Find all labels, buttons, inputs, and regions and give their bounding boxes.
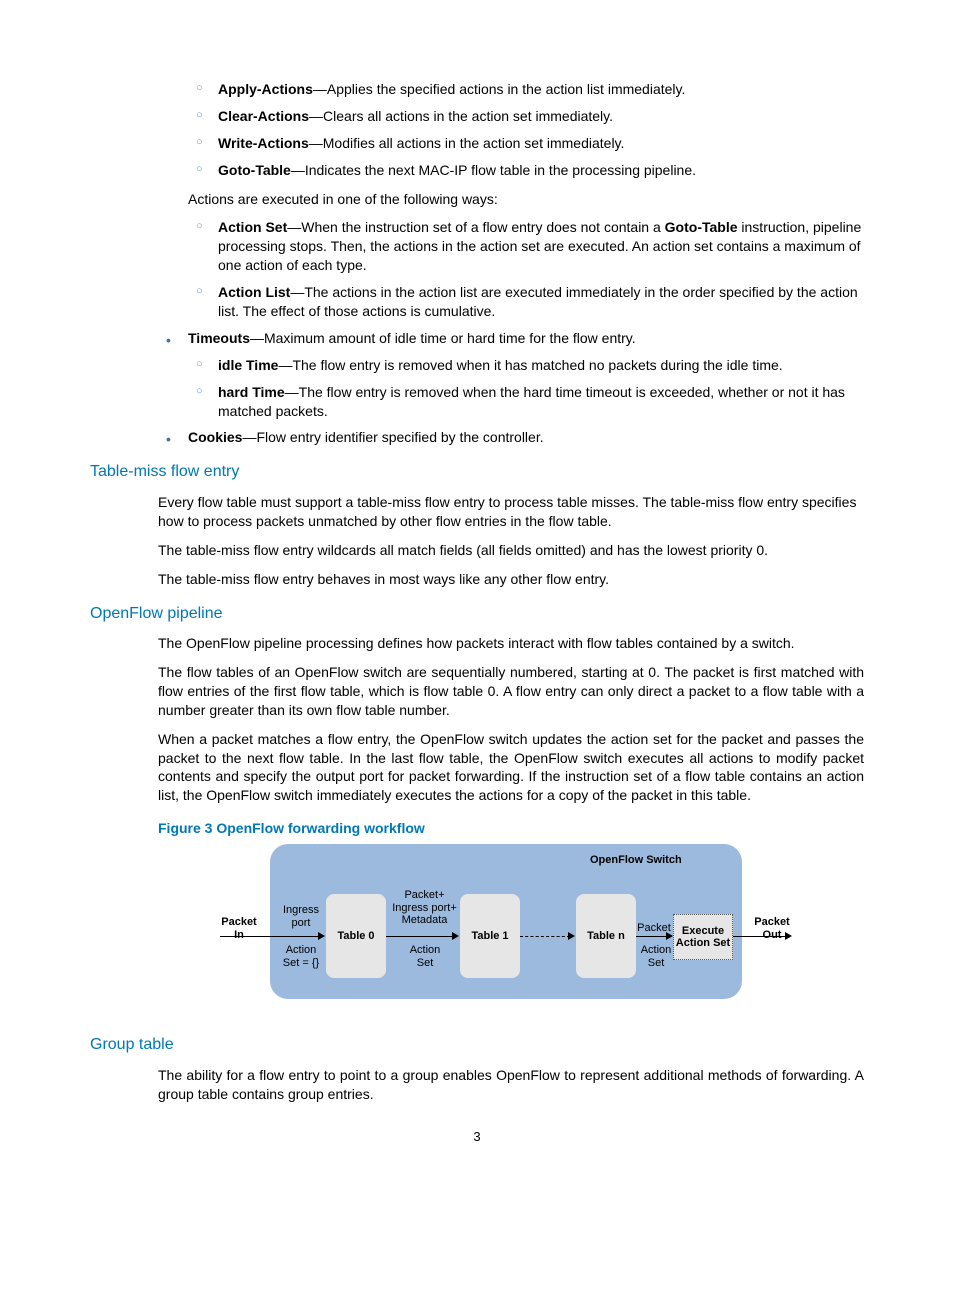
table0-box: Table 0 bbox=[326, 894, 386, 978]
term: Cookies bbox=[188, 429, 242, 445]
grouptable-p1: The ability for a flow entry to point to… bbox=[158, 1066, 864, 1104]
action-exec-list: Action Set—When the instruction set of a… bbox=[188, 218, 864, 320]
switch-label: OpenFlow Switch bbox=[590, 854, 682, 867]
desc: —Applies the specified actions in the ac… bbox=[313, 81, 685, 97]
term: Write-Actions bbox=[218, 135, 309, 151]
arrow-n-exec bbox=[636, 936, 668, 937]
page-number: 3 bbox=[90, 1128, 864, 1146]
action-set-empty-label: ActionSet = {} bbox=[276, 944, 326, 969]
arrowhead-out bbox=[785, 932, 792, 940]
list-item: Goto-Table—Indicates the next MAC-IP flo… bbox=[188, 161, 864, 180]
pipeline-p3: When a packet matches a flow entry, the … bbox=[158, 730, 864, 806]
figure-caption: Figure 3 OpenFlow forwarding workflow bbox=[158, 819, 864, 838]
pipeline-p1: The OpenFlow pipeline processing defines… bbox=[158, 634, 864, 653]
list-item: Apply-Actions—Applies the specified acti… bbox=[188, 80, 864, 99]
openflow-workflow-diagram: OpenFlow Switch Table 0 Table 1 Table n … bbox=[220, 844, 760, 1004]
pipeline-p2: The flow tables of an OpenFlow switch ar… bbox=[158, 663, 864, 720]
heading-table-miss: Table-miss flow entry bbox=[90, 461, 864, 483]
desc: —Modifies all actions in the action set … bbox=[309, 135, 625, 151]
execute-action-set-box: Execute Action Set bbox=[673, 914, 733, 960]
heading-pipeline: OpenFlow pipeline bbox=[90, 603, 864, 625]
tablen-box: Table n bbox=[576, 894, 636, 978]
list-item: Action Set—When the instruction set of a… bbox=[188, 218, 864, 275]
arrowhead-in bbox=[318, 932, 325, 940]
desc: —The actions in the action list are exec… bbox=[218, 284, 858, 319]
arrow-1-n bbox=[520, 936, 570, 937]
tablemiss-p3: The table-miss flow entry behaves in mos… bbox=[158, 570, 864, 589]
list-item: Timeouts—Maximum amount of idle time or … bbox=[158, 329, 864, 421]
arrowhead-0-1 bbox=[452, 932, 459, 940]
desc: —Flow entry identifier specified by the … bbox=[242, 429, 543, 445]
actions-intro: Actions are executed in one of the follo… bbox=[188, 190, 864, 209]
desc: —Indicates the next MAC-IP flow table in… bbox=[291, 162, 696, 178]
table1-box: Table 1 bbox=[460, 894, 520, 978]
arrowhead-n-exec bbox=[666, 932, 673, 940]
term: idle Time bbox=[218, 357, 278, 373]
arrow-in bbox=[220, 936, 320, 937]
list-item: Action List—The actions in the action li… bbox=[188, 283, 864, 321]
list-item: Cookies—Flow entry identifier specified … bbox=[158, 428, 864, 447]
ingress-port-label: Ingressport bbox=[276, 904, 326, 929]
term: Goto-Table bbox=[218, 162, 291, 178]
arrowhead-1-n bbox=[568, 932, 575, 940]
term: Clear-Actions bbox=[218, 108, 309, 124]
term: Action Set bbox=[218, 219, 287, 235]
metadata-label: Packet+Ingress port+Metadata bbox=[387, 889, 462, 927]
heading-group-table: Group table bbox=[90, 1034, 864, 1056]
list-item: hard Time—The flow entry is removed when… bbox=[188, 383, 864, 421]
desc: —The flow entry is removed when it has m… bbox=[278, 357, 782, 373]
tablemiss-p1: Every flow table must support a table-mi… bbox=[158, 493, 864, 531]
action-set-label-2: ActionSet bbox=[635, 944, 677, 969]
arrow-0-1 bbox=[386, 936, 454, 937]
term: Action List bbox=[218, 284, 290, 300]
list-item: Write-Actions—Modifies all actions in th… bbox=[188, 134, 864, 153]
desc-mid: Goto-Table bbox=[665, 219, 738, 235]
instruction-type-list: Apply-Actions—Applies the specified acti… bbox=[188, 80, 864, 180]
list-item: Clear-Actions—Clears all actions in the … bbox=[188, 107, 864, 126]
desc: —The flow entry is removed when the hard… bbox=[218, 384, 845, 419]
exec-label: Execute Action Set bbox=[674, 925, 732, 949]
arrow-out bbox=[733, 936, 788, 937]
flow-entry-attrs-list: Timeouts—Maximum amount of idle time or … bbox=[158, 329, 864, 447]
term: hard Time bbox=[218, 384, 285, 400]
desc: —Maximum amount of idle time or hard tim… bbox=[250, 330, 636, 346]
desc: —Clears all actions in the action set im… bbox=[309, 108, 613, 124]
action-set-label-1: ActionSet bbox=[400, 944, 450, 969]
term: Timeouts bbox=[188, 330, 250, 346]
tablemiss-p2: The table-miss flow entry wildcards all … bbox=[158, 541, 864, 560]
timeouts-sublist: idle Time—The flow entry is removed when… bbox=[188, 356, 864, 421]
list-item: idle Time—The flow entry is removed when… bbox=[188, 356, 864, 375]
packet-in-label: PacketIn bbox=[214, 916, 264, 941]
desc-pre: —When the instruction set of a flow entr… bbox=[287, 219, 664, 235]
term: Apply-Actions bbox=[218, 81, 313, 97]
